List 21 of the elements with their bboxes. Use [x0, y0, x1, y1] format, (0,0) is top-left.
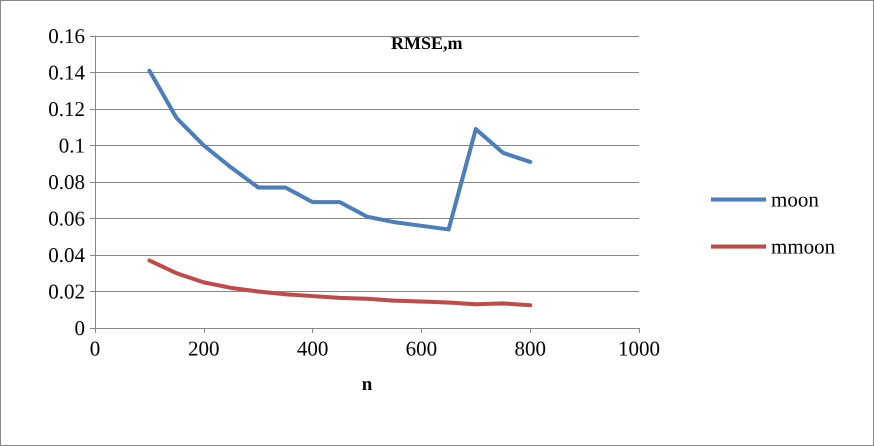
y-tick-label: 0.02 [48, 280, 85, 304]
x-tick-label: 0 [90, 336, 100, 360]
x-axis-title: n [362, 374, 373, 395]
y-tick-label: 0.06 [48, 206, 85, 230]
x-tick-label: 1000 [618, 336, 660, 360]
y-tick-label: 0.08 [48, 170, 85, 194]
legend-label: moon [771, 188, 820, 212]
x-tick-label: 800 [514, 336, 546, 360]
x-tick-label: 400 [296, 336, 328, 360]
legend-label: mmoon [771, 234, 836, 258]
y-tick-label: 0.04 [48, 243, 86, 267]
y-tick-label: 0.16 [48, 24, 85, 48]
y-tick-label: 0.1 [58, 134, 85, 158]
y-tick-label: 0.14 [48, 60, 86, 84]
line-series [147, 258, 532, 308]
line-series [147, 68, 532, 232]
x-tick-label: 600 [406, 336, 438, 360]
chart-title: RMSE,m [391, 33, 463, 53]
x-tick-label: 200 [188, 336, 220, 360]
y-tick-label: 0 [74, 316, 85, 340]
y-tick-label: 0.12 [48, 97, 85, 121]
